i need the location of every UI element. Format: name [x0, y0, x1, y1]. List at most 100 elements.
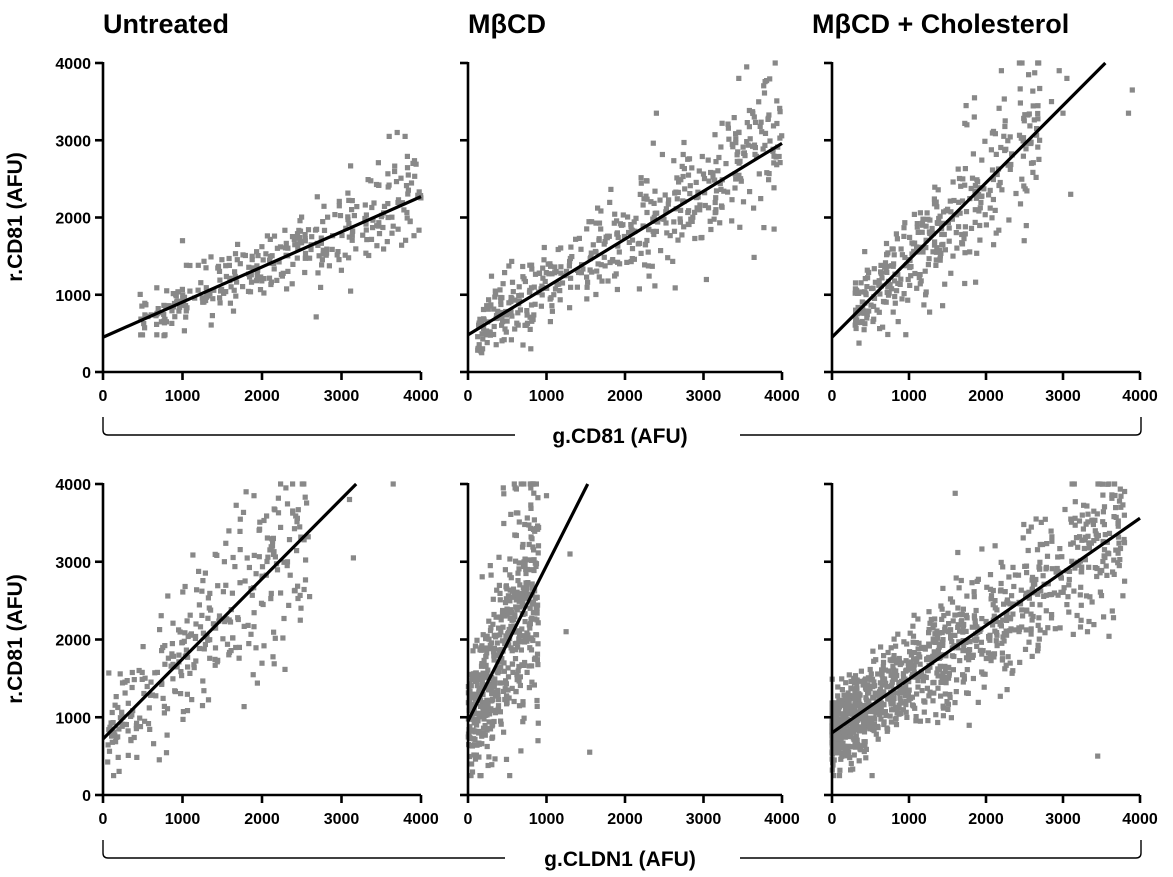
data-point: [998, 580, 1004, 587]
data-point: [916, 652, 922, 658]
data-point: [941, 613, 947, 619]
data-point: [390, 223, 396, 229]
data-point: [893, 231, 899, 237]
data-point: [584, 226, 590, 232]
data-point: [1091, 622, 1097, 628]
data-point: [1029, 653, 1035, 659]
data-point: [303, 255, 309, 261]
data-point: [891, 653, 897, 659]
data-point: [920, 216, 926, 222]
data-point: [153, 693, 159, 699]
data-point: [913, 714, 919, 720]
data-point: [676, 179, 682, 185]
data-point: [979, 157, 985, 163]
data-point: [751, 205, 757, 211]
data-point: [833, 748, 839, 754]
data-point: [342, 252, 348, 258]
data-point: [983, 222, 989, 228]
data-point: [649, 263, 655, 269]
data-point: [974, 624, 980, 630]
data-point: [505, 593, 511, 599]
data-point: [205, 595, 211, 601]
data-point: [220, 589, 226, 595]
data-point: [509, 258, 515, 264]
data-point: [220, 636, 226, 642]
data-point: [325, 214, 331, 220]
data-point: [517, 307, 523, 313]
data-point: [997, 179, 1003, 186]
x-tick-label: 2000: [244, 388, 280, 405]
data-point: [277, 244, 284, 250]
data-point: [890, 700, 896, 706]
data-point: [1069, 558, 1075, 564]
data-point: [1097, 570, 1103, 576]
data-point: [933, 651, 939, 658]
data-point: [1035, 144, 1041, 150]
data-point: [919, 688, 925, 694]
data-point: [952, 632, 958, 638]
data-point: [137, 724, 144, 730]
data-point: [910, 633, 917, 639]
data-point: [659, 216, 665, 222]
data-point: [272, 635, 278, 641]
data-point: [1023, 223, 1029, 229]
data-point: [882, 667, 888, 673]
data-point: [1111, 557, 1117, 563]
data-point: [899, 252, 905, 258]
data-point: [953, 212, 960, 218]
data-point: [234, 279, 240, 285]
data-point: [601, 241, 607, 247]
data-point: [955, 622, 961, 628]
data-point: [879, 692, 885, 698]
data-point: [508, 511, 514, 517]
data-point: [613, 271, 619, 277]
data-point: [149, 692, 155, 698]
data-point: [1101, 522, 1107, 528]
data-point: [568, 284, 574, 290]
data-point: [107, 724, 113, 730]
data-point: [965, 690, 971, 696]
data-point: [134, 754, 140, 760]
data-point: [502, 696, 508, 703]
data-point: [932, 239, 938, 245]
data-point: [177, 629, 183, 635]
data-point: [1085, 511, 1091, 517]
data-point: [1081, 502, 1087, 508]
x-tick-label: 2000: [607, 388, 643, 405]
data-point: [643, 178, 649, 184]
data-point: [363, 227, 369, 233]
data-point: [917, 210, 923, 216]
data-point: [508, 294, 514, 301]
data-point: [212, 656, 218, 662]
data-point: [1073, 535, 1080, 541]
data-point: [349, 207, 355, 213]
data-point: [506, 263, 512, 269]
data-point: [963, 628, 969, 634]
data-point: [1084, 503, 1090, 509]
data-point: [626, 229, 632, 236]
data-point: [559, 280, 566, 286]
data-point: [516, 560, 522, 566]
data-point: [842, 712, 848, 718]
data-point: [777, 109, 783, 115]
data-point: [484, 633, 490, 639]
data-point: [1020, 535, 1026, 541]
data-point: [837, 767, 843, 773]
data-point: [1040, 573, 1046, 579]
data-point: [297, 592, 303, 598]
data-point: [384, 239, 390, 245]
data-point: [276, 259, 282, 265]
data-point: [490, 621, 496, 627]
data-point: [990, 654, 996, 660]
data-point: [258, 274, 264, 280]
data-point: [877, 291, 883, 297]
data-point: [488, 706, 494, 712]
data-point: [547, 296, 553, 302]
data-point: [191, 662, 197, 668]
data-point: [296, 227, 302, 233]
data-point: [490, 689, 496, 695]
x-tick-label: 2000: [244, 811, 280, 828]
y-tick-label: 4000: [55, 56, 91, 73]
data-point: [925, 668, 931, 674]
data-point: [334, 252, 340, 258]
